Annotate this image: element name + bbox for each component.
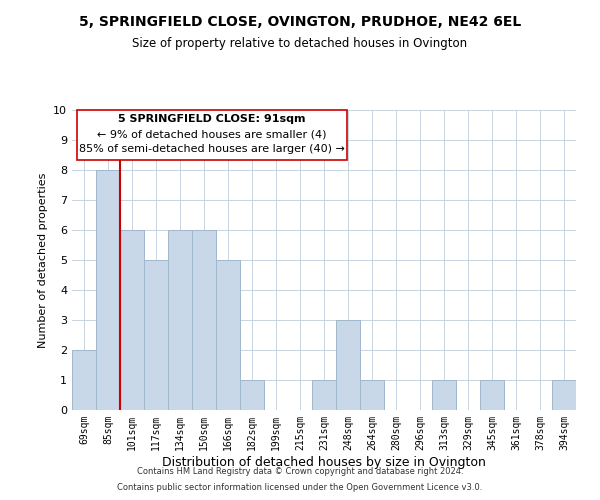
Bar (240, 380, 264, 410)
Text: 5 SPRINGFIELD CLOSE: 91sqm: 5 SPRINGFIELD CLOSE: 91sqm (118, 114, 305, 124)
Bar (312, 380, 336, 410)
Text: 85% of semi-detached houses are larger (40) →: 85% of semi-detached houses are larger (… (79, 144, 345, 154)
Bar (168, 230, 192, 410)
X-axis label: Distribution of detached houses by size in Ovington: Distribution of detached houses by size … (162, 456, 486, 468)
Text: 5, SPRINGFIELD CLOSE, OVINGTON, PRUDHOE, NE42 6EL: 5, SPRINGFIELD CLOSE, OVINGTON, PRUDHOE,… (79, 15, 521, 29)
Bar (552, 380, 576, 410)
Bar (144, 260, 168, 410)
Bar (72, 350, 96, 410)
Bar (432, 380, 456, 410)
Bar (216, 260, 240, 410)
Bar (96, 170, 120, 410)
Text: Contains HM Land Registry data © Crown copyright and database right 2024.: Contains HM Land Registry data © Crown c… (137, 467, 463, 476)
Bar (336, 320, 360, 410)
Text: Contains public sector information licensed under the Open Government Licence v3: Contains public sector information licen… (118, 484, 482, 492)
Bar (360, 380, 384, 410)
FancyBboxPatch shape (77, 110, 347, 160)
Y-axis label: Number of detached properties: Number of detached properties (38, 172, 47, 348)
Bar (192, 230, 216, 410)
Text: ← 9% of detached houses are smaller (4): ← 9% of detached houses are smaller (4) (97, 130, 326, 140)
Bar (480, 380, 504, 410)
Bar (120, 230, 144, 410)
Text: Size of property relative to detached houses in Ovington: Size of property relative to detached ho… (133, 38, 467, 51)
